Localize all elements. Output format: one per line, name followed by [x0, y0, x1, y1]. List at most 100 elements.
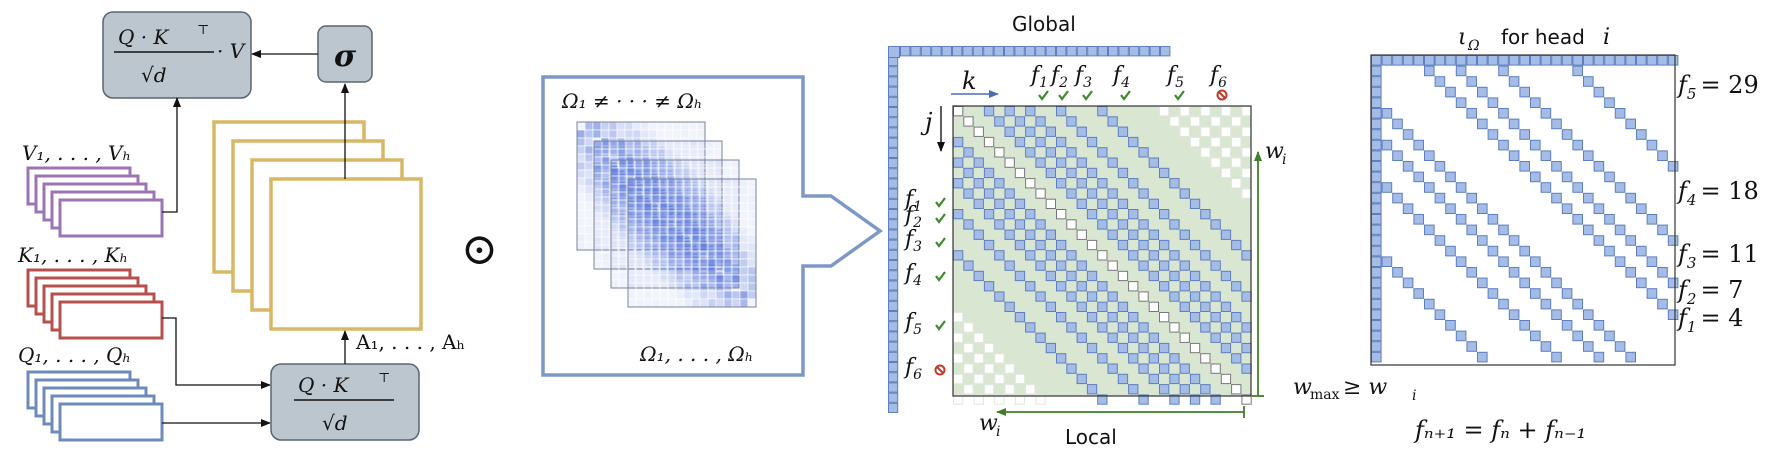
outside-window-cell	[1169, 116, 1180, 127]
mask-cell	[723, 266, 733, 276]
mask-cell	[584, 177, 594, 187]
fibonacci-offset-cell	[1128, 353, 1139, 364]
fib-value-label: f5 = 29	[1676, 71, 1759, 103]
global-col-cell	[888, 96, 899, 108]
fibonacci-offset-cell	[1498, 256, 1509, 267]
fibonacci-offset-cell	[1097, 178, 1108, 189]
mask-cell	[656, 121, 666, 131]
outside-window-cell	[1189, 116, 1201, 127]
fibonacci-offset-cell	[1477, 277, 1488, 289]
fibonacci-offset-cell	[1035, 260, 1046, 271]
sigma-symbol: σ	[334, 39, 357, 74]
wmax-relation: ≥ w	[1343, 375, 1387, 400]
mask-cell	[640, 121, 650, 131]
global-col-cell	[888, 137, 899, 148]
global-col-cell	[1371, 256, 1382, 267]
mask-layer	[627, 178, 757, 308]
check-icon	[935, 237, 946, 248]
fibonacci-offset-cell	[1519, 245, 1531, 257]
fibonacci-offset-cell	[1086, 384, 1098, 395]
mask-cell	[635, 242, 645, 252]
mask-cell	[584, 185, 594, 195]
mask-cell	[683, 250, 693, 260]
mask-cell	[576, 121, 586, 131]
window-right-label: w	[1265, 139, 1284, 164]
mask-cell	[674, 167, 684, 177]
fibonacci-offset-cell	[973, 270, 984, 282]
mask-cell	[635, 258, 645, 268]
mask-cell	[601, 164, 611, 174]
mask-cell	[618, 199, 628, 209]
mask-cell	[576, 169, 586, 179]
mask-cell	[593, 252, 603, 262]
fibonacci-offset-cell	[1551, 309, 1562, 320]
global-row-cell	[1424, 55, 1435, 66]
diagonal-cell	[1210, 363, 1221, 374]
global-col-cell	[1371, 129, 1382, 140]
mask-cell	[651, 282, 661, 292]
mask-cell	[747, 218, 757, 228]
mask-cell	[609, 140, 619, 150]
iota-symbol: ι	[1458, 25, 1467, 50]
mask-cell	[635, 290, 645, 300]
global-row-cell	[1118, 46, 1129, 57]
sparse-pattern-cells	[953, 106, 1252, 405]
fibonacci-offset-cell	[1128, 384, 1139, 395]
global-row-cell	[1646, 55, 1658, 66]
mask-cell	[699, 234, 709, 244]
fibonacci-offset-cell	[1498, 139, 1509, 151]
fibonacci-offset-cell	[1466, 108, 1478, 119]
outside-window-cell	[953, 353, 964, 364]
mask-cell	[707, 178, 717, 188]
fibonacci-offset-cell	[1231, 281, 1242, 292]
fibonacci-offset-cell	[1657, 298, 1668, 310]
mask-cell	[627, 298, 637, 308]
fibonacci-offset-cell	[1593, 235, 1605, 246]
global-col-cell	[1371, 214, 1382, 225]
mask-cell	[682, 167, 692, 177]
fibonacci-offset-cell	[1625, 192, 1637, 204]
fibonacci-offset-cell	[1220, 301, 1232, 313]
mask-cell	[675, 290, 685, 300]
fibonacci-offset-cell	[983, 209, 995, 220]
fibonacci-offset-cell	[1056, 312, 1067, 323]
mask-cell	[627, 258, 637, 268]
mask-cell	[723, 194, 733, 204]
global-col-cell	[1371, 309, 1382, 320]
mask-cell	[699, 290, 709, 300]
fibonacci-offset-cell	[1117, 126, 1129, 137]
mask-cell	[593, 260, 603, 270]
mask-cell	[635, 202, 645, 212]
mask-layer-frame	[610, 159, 740, 289]
mask-cell	[739, 194, 749, 204]
mask-cell	[739, 210, 749, 220]
fibonacci-offset-cell	[1138, 394, 1149, 405]
fibonacci-offset-cell	[1107, 188, 1118, 199]
output-transpose-sup: ⊤	[197, 23, 209, 38]
fibonacci-offset-cell	[1551, 277, 1562, 289]
fibonacci-offset-cell	[1025, 322, 1036, 333]
mask-cell	[643, 250, 653, 260]
global-row-cell	[1519, 55, 1531, 66]
fibonacci-offset-cell	[1667, 161, 1679, 172]
fibonacci-offset-cell	[1466, 192, 1478, 204]
global-row-cell	[1413, 55, 1425, 66]
mask-cell	[576, 233, 586, 243]
fibonacci-offset-cell	[1646, 256, 1658, 267]
check-icon	[935, 197, 946, 208]
global-row-cell	[952, 46, 963, 57]
mask-cell	[593, 148, 603, 158]
mask-cell	[707, 258, 717, 268]
mask-cell	[747, 242, 757, 252]
mask-cell	[643, 266, 653, 276]
global-col-cell	[888, 341, 899, 352]
outside-window-cell	[1231, 136, 1242, 148]
mask-cell	[683, 298, 693, 308]
global-col-cell	[888, 351, 899, 362]
mask-cell	[707, 226, 717, 236]
fibonacci-offset-cell	[1117, 301, 1129, 313]
fibonacci-offset-cell	[1572, 214, 1584, 225]
iota-sub: Ω	[1467, 38, 1480, 54]
fibonacci-offset-cell	[1241, 322, 1252, 333]
